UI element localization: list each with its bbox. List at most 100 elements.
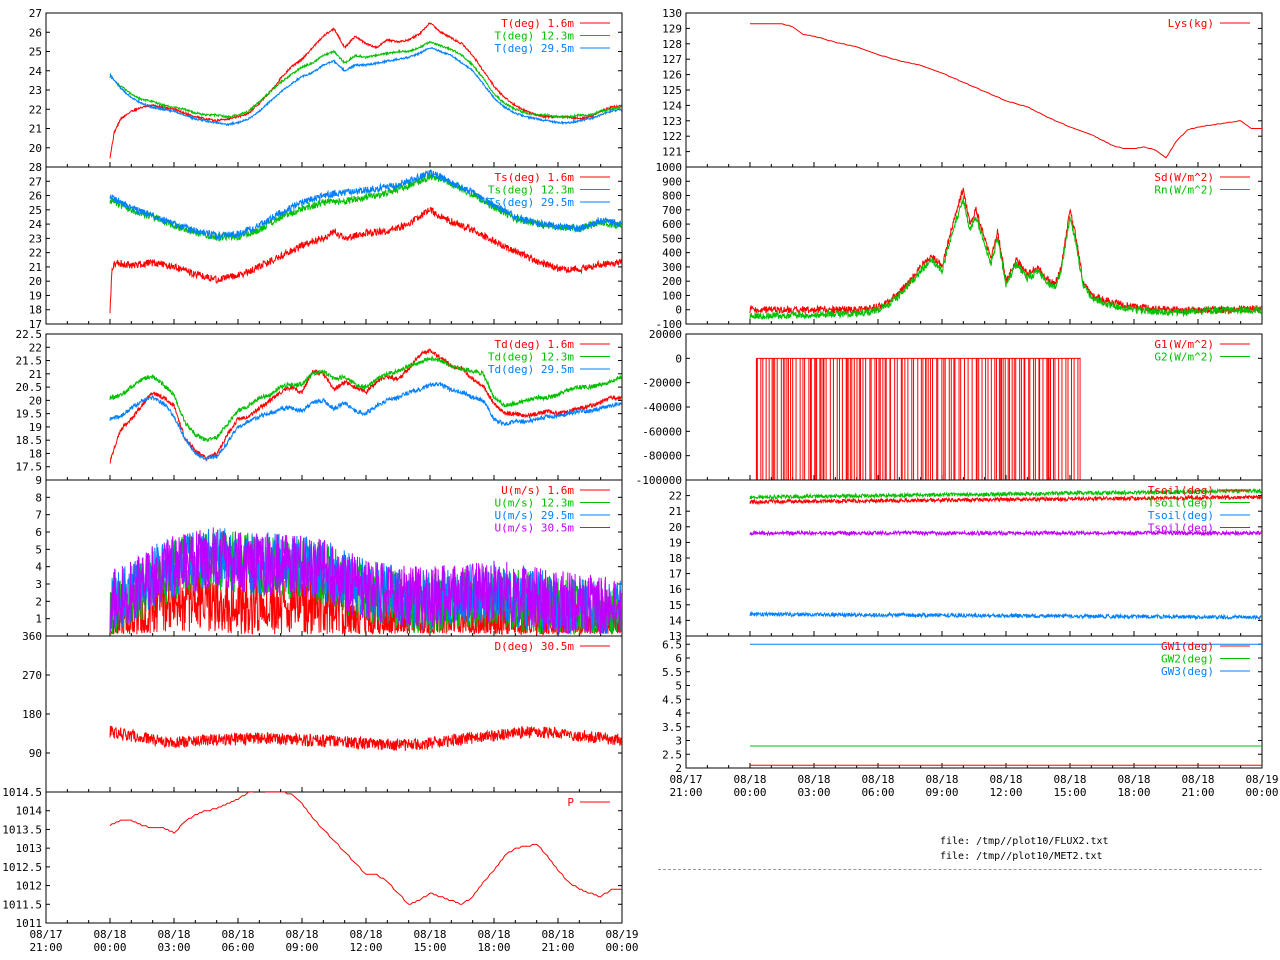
y-tick-label: 4.5 bbox=[662, 693, 682, 706]
y-tick-label: 3 bbox=[675, 735, 682, 748]
y-tick-label: 27 bbox=[29, 175, 42, 188]
y-tick-label: 0 bbox=[675, 304, 682, 317]
y-tick-label: 800 bbox=[662, 190, 682, 203]
chart-lys: 121 122 123 124 125 126 127 128 129 130 Lys(kg) bbox=[662, 7, 1263, 168]
y-tick-label: 500 bbox=[662, 232, 682, 245]
y-tick-label: 400 bbox=[662, 247, 682, 260]
y-tick-label: 26 bbox=[29, 190, 42, 203]
legend-label: U(m/s) 30.5m bbox=[495, 522, 575, 535]
y-tick-label: 4 bbox=[35, 561, 42, 574]
series-line bbox=[749, 610, 1262, 621]
y-tick-label: -100000 bbox=[636, 474, 682, 487]
plot-frame bbox=[45, 166, 623, 325]
y-tick-label: 180 bbox=[22, 708, 42, 721]
legend-label: Ts(deg) 1.6m bbox=[495, 171, 575, 184]
file-paths: file: /tmp//plot10/FLUX2.txt file: /tmp/… bbox=[940, 834, 1109, 864]
plot-frame bbox=[685, 166, 1263, 325]
y-tick-label: 18 bbox=[29, 304, 42, 317]
y-tick-label: 1011.5 bbox=[2, 898, 42, 911]
x-tick-label: 12:00 bbox=[349, 941, 382, 954]
series-line bbox=[749, 195, 1262, 320]
y-tick-label: 22 bbox=[669, 490, 682, 503]
y-tick-label: 130 bbox=[662, 7, 682, 20]
series-line bbox=[749, 529, 1262, 537]
y-tick-label: 2 bbox=[675, 762, 682, 775]
x-tick-label: 08/18 bbox=[1117, 773, 1150, 786]
x-tick-label: 08/18 bbox=[285, 928, 318, 941]
y-tick-label: 1013 bbox=[16, 842, 43, 855]
legend-label: Sd(W/m^2) bbox=[1154, 171, 1214, 184]
y-tick-label: 15 bbox=[669, 599, 682, 612]
y-tick-label: 1012.5 bbox=[2, 861, 42, 874]
separator-line bbox=[658, 869, 1262, 870]
y-tick-label: 124 bbox=[662, 99, 682, 112]
y-tick-label: 121 bbox=[662, 146, 682, 159]
y-tick-label: 270 bbox=[22, 669, 42, 682]
legend-label: Td(deg) 29.5m bbox=[488, 363, 574, 376]
x-tick-label: 21:00 bbox=[1181, 786, 1214, 799]
y-tick-label: 8 bbox=[35, 491, 42, 504]
y-tick-label: 6 bbox=[35, 526, 42, 539]
y-tick-label: 90 bbox=[29, 747, 42, 760]
y-tick-label: 26 bbox=[29, 26, 42, 39]
y-tick-label: 5.5 bbox=[662, 666, 682, 679]
series-line bbox=[109, 206, 622, 314]
y-tick-label: 20 bbox=[29, 394, 42, 407]
y-tick-label: -40000 bbox=[642, 401, 682, 414]
x-tick-label: 08/18 bbox=[157, 928, 190, 941]
plot-area bbox=[749, 187, 1262, 320]
plot-area bbox=[749, 487, 1262, 621]
x-tick-label: 09:00 bbox=[285, 941, 318, 954]
series-line bbox=[109, 527, 622, 635]
file-path-flux: file: /tmp//plot10/FLUX2.txt bbox=[940, 836, 1109, 847]
y-tick-label: 24 bbox=[29, 65, 43, 78]
x-tick-label: 18:00 bbox=[1117, 786, 1150, 799]
y-tick-label: 1014 bbox=[16, 805, 43, 818]
x-tick-label: 15:00 bbox=[1053, 786, 1086, 799]
series-line bbox=[749, 487, 1262, 501]
x-tick-label: 00:00 bbox=[1245, 786, 1278, 799]
y-tick-label: 24 bbox=[29, 218, 43, 231]
legend-label: P bbox=[567, 796, 574, 809]
y-tick-label: 6 bbox=[675, 652, 682, 665]
y-tick-label: 22 bbox=[29, 103, 42, 116]
x-tick-label: 08/18 bbox=[93, 928, 126, 941]
y-tick-label: 22 bbox=[29, 341, 42, 354]
y-tick-label: 18.5 bbox=[16, 434, 43, 447]
chart-air-temp: 20 21 22 23 24 25 26 27 T(deg) 1.6mT(deg) 12.3mT… bbox=[29, 7, 623, 168]
y-tick-label: 23 bbox=[29, 232, 42, 245]
x-tick-label: 21:00 bbox=[29, 941, 62, 954]
series-line bbox=[109, 22, 622, 159]
x-tick-label: 00:00 bbox=[93, 941, 126, 954]
y-tick-label: 0 bbox=[675, 352, 682, 365]
y-tick-label: 6.5 bbox=[662, 638, 682, 651]
series-line bbox=[109, 381, 622, 462]
series-line bbox=[109, 792, 622, 905]
y-tick-label: 123 bbox=[662, 115, 682, 128]
x-tick-label: 21:00 bbox=[541, 941, 574, 954]
legend-label: Td(deg) 1.6m bbox=[495, 338, 575, 351]
legend-label: Tsoil(deg) bbox=[1148, 484, 1214, 497]
y-tick-label: 2 bbox=[35, 595, 42, 608]
y-tick-label: 25 bbox=[29, 204, 42, 217]
y-tick-label: 1014.5 bbox=[2, 786, 42, 799]
y-tick-label: 27 bbox=[29, 7, 42, 20]
y-tick-label: 1000 bbox=[656, 161, 683, 174]
legend-label: T(deg) 12.3m bbox=[495, 30, 575, 43]
x-tick-label: 18:00 bbox=[477, 941, 510, 954]
legend-label: Ts(deg) 12.3m bbox=[488, 184, 574, 197]
y-tick-label: 17 bbox=[29, 318, 42, 331]
series-line bbox=[749, 187, 1262, 315]
y-tick-label: -80000 bbox=[642, 450, 682, 463]
legend-label: U(m/s) 1.6m bbox=[501, 484, 574, 497]
y-tick-label: 3 bbox=[35, 578, 42, 591]
y-tick-label: 126 bbox=[662, 69, 682, 82]
legend-label: U(m/s) 29.5m bbox=[495, 509, 575, 522]
y-tick-label: 21.5 bbox=[16, 355, 43, 368]
x-tick-label: 15:00 bbox=[413, 941, 446, 954]
plot-frame bbox=[45, 635, 623, 793]
series-line bbox=[109, 47, 622, 127]
x-tick-label: 08/18 bbox=[925, 773, 958, 786]
